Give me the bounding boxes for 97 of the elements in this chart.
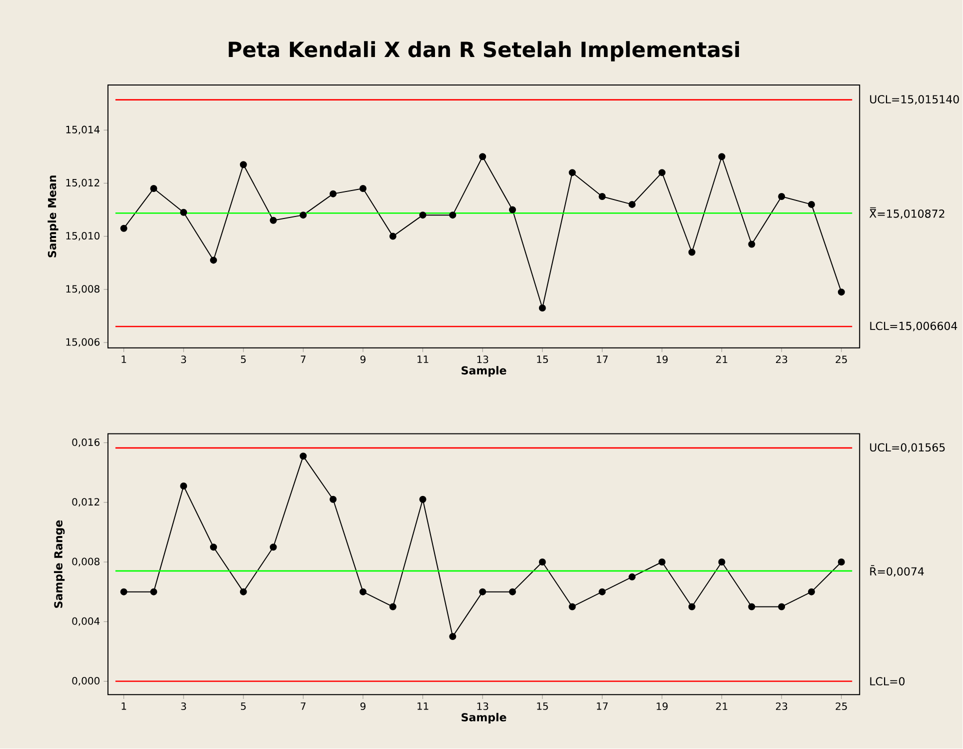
y-tick-label: 15,012: [66, 179, 100, 188]
y-tick-label: 15,008: [66, 285, 100, 294]
x-tick-label: 11: [418, 356, 428, 364]
point: [568, 169, 576, 176]
point: [808, 201, 815, 208]
point: [330, 496, 337, 504]
x-tick-label: 17: [596, 702, 608, 710]
x-tick-label: 13: [477, 702, 488, 710]
x-tick-label: 17: [596, 356, 608, 364]
point: [538, 304, 546, 312]
point: [628, 201, 636, 208]
point: [479, 588, 486, 596]
x-tick-label: 1: [122, 356, 126, 364]
x-axis-title: Sample: [462, 713, 506, 724]
point: [658, 558, 666, 566]
point: [120, 225, 128, 232]
point: [180, 482, 188, 490]
point: [808, 588, 815, 596]
point: [150, 588, 158, 596]
point: [838, 288, 845, 296]
x-tick-label: 19: [656, 702, 668, 710]
point: [150, 185, 158, 192]
point: [240, 588, 247, 596]
point: [300, 452, 307, 460]
x-tick-label: 25: [836, 356, 847, 364]
y-axis-title: Sample Range: [54, 520, 65, 608]
x-tick-label: 7: [300, 702, 306, 710]
ref-line-label: X̿=15,010872: [869, 208, 944, 220]
x-tick-label: 5: [240, 702, 246, 710]
point: [568, 603, 576, 610]
point: [360, 185, 366, 192]
point: [419, 212, 426, 219]
x-tick-label: 15: [537, 356, 548, 364]
x-axis-title: Sample: [462, 366, 506, 377]
x-tick-label: 7: [300, 356, 306, 364]
x-tick-label: 9: [360, 702, 366, 710]
y-tick-label: 0,000: [72, 677, 100, 686]
x-tick-label: 21: [716, 356, 728, 364]
point: [120, 588, 128, 596]
x-tick-label: 23: [776, 702, 788, 710]
point: [748, 603, 756, 610]
ref-line-label: UCL=0,01565: [870, 443, 945, 453]
y-tick-label: 0,008: [72, 558, 100, 566]
point: [210, 256, 217, 264]
x-tick-label: 9: [360, 356, 366, 364]
point: [538, 558, 546, 566]
y-tick-label: 15,010: [66, 232, 100, 241]
x-tick-label: 3: [181, 356, 186, 364]
point: [688, 603, 696, 610]
ref-line-label: UCL=15,015140: [870, 95, 959, 105]
point: [270, 544, 277, 551]
point: [449, 633, 456, 640]
point: [270, 217, 277, 224]
x-tick-label: 13: [477, 356, 488, 364]
ref-line-label: R̄=0,0074: [870, 565, 924, 577]
x-tick-label: 5: [240, 356, 246, 364]
point: [778, 193, 786, 200]
x-tick-label: 1: [122, 702, 126, 710]
point: [508, 588, 516, 596]
point: [300, 212, 307, 219]
point: [718, 558, 726, 566]
x-tick-label: 3: [181, 702, 186, 710]
point: [389, 603, 396, 610]
point: [449, 212, 456, 219]
point: [748, 240, 756, 248]
point: [658, 169, 666, 176]
ref-line-label: LCL=15,006604: [870, 322, 958, 332]
point: [718, 153, 726, 160]
point: [598, 588, 606, 596]
ref-line-label: LCL=0: [870, 677, 905, 686]
point: [210, 544, 217, 551]
point: [778, 603, 786, 610]
y-tick-label: 0,004: [72, 618, 100, 626]
point: [508, 206, 516, 214]
point: [180, 209, 188, 216]
point: [838, 558, 845, 566]
point: [389, 232, 396, 240]
y-tick-label: 0,012: [72, 498, 100, 507]
point: [360, 588, 366, 596]
y-tick-label: 15,014: [66, 126, 100, 135]
x-tick-label: 19: [656, 356, 668, 364]
point: [330, 190, 337, 198]
x-tick-label: 11: [418, 702, 428, 710]
x-tick-label: 21: [716, 702, 728, 710]
point: [688, 248, 696, 256]
chart-title: Peta Kendali X dan R Setelah Implementasi: [228, 41, 739, 62]
point: [479, 153, 486, 160]
x-tick-label: 23: [776, 356, 788, 364]
x-tick-label: 25: [836, 702, 847, 710]
point: [598, 193, 606, 200]
y-tick-label: 0,016: [72, 438, 100, 448]
point: [628, 574, 636, 581]
point: [240, 161, 247, 168]
point: [419, 496, 426, 504]
x-tick-label: 15: [537, 702, 548, 710]
y-axis-title: Sample Mean: [48, 176, 58, 258]
y-tick-label: 15,006: [66, 338, 100, 347]
